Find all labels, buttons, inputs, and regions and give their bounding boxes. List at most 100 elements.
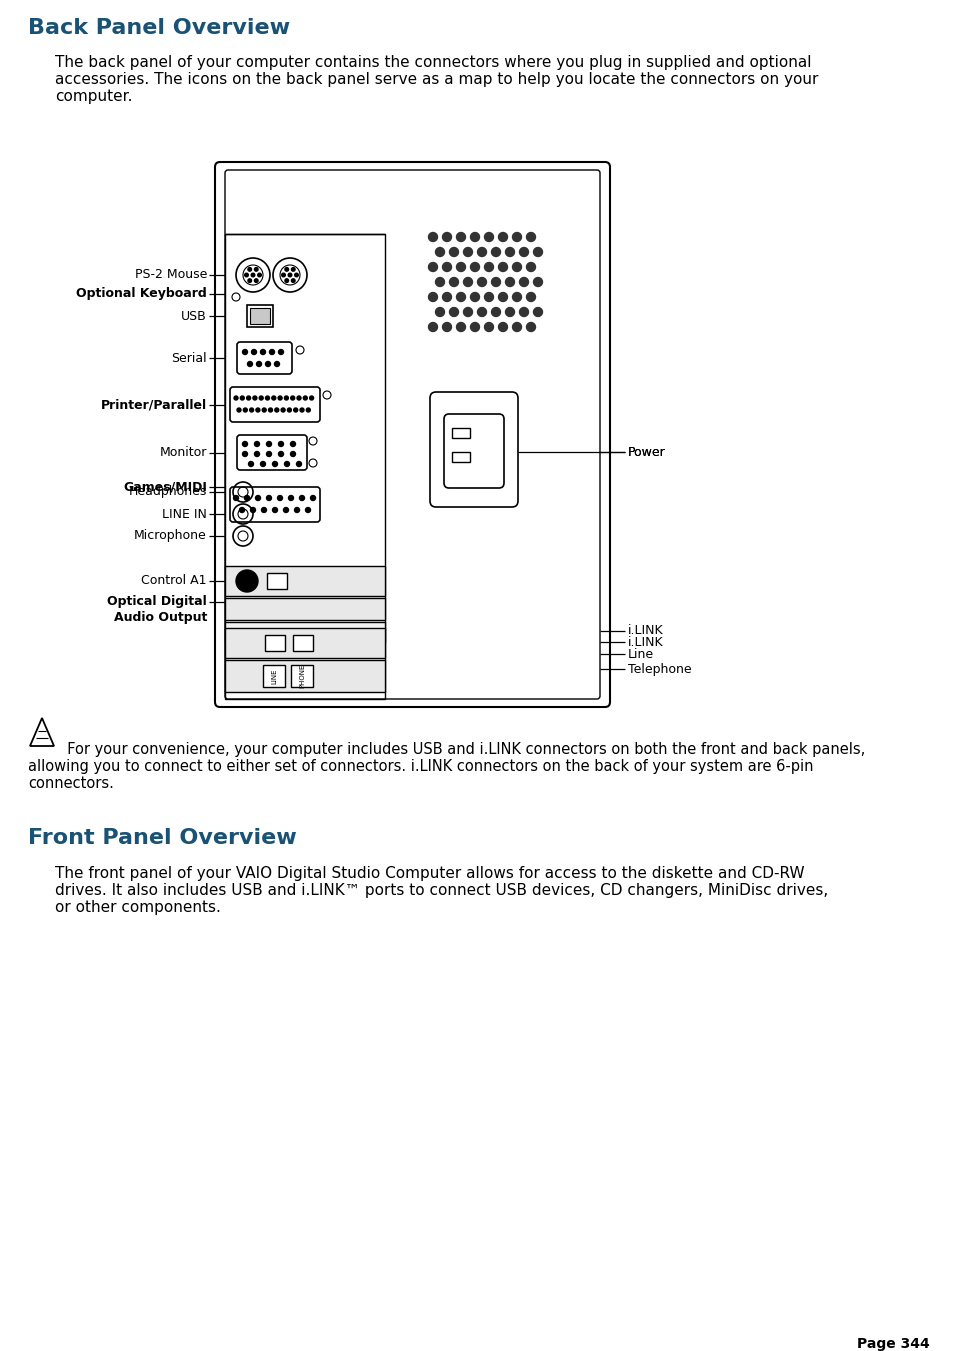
Circle shape bbox=[463, 247, 472, 257]
Circle shape bbox=[257, 273, 261, 277]
Circle shape bbox=[303, 396, 307, 400]
Circle shape bbox=[273, 508, 277, 512]
Text: accessories. The icons on the back panel serve as a map to help you locate the c: accessories. The icons on the back panel… bbox=[55, 72, 818, 86]
Circle shape bbox=[243, 408, 247, 412]
Circle shape bbox=[266, 496, 272, 500]
Bar bbox=[250, 308, 270, 324]
Circle shape bbox=[287, 408, 291, 412]
Circle shape bbox=[505, 247, 514, 257]
Bar bbox=[267, 573, 287, 589]
Circle shape bbox=[449, 277, 458, 286]
FancyBboxPatch shape bbox=[236, 342, 292, 374]
Circle shape bbox=[250, 408, 253, 412]
Circle shape bbox=[505, 308, 514, 316]
Circle shape bbox=[498, 262, 507, 272]
Circle shape bbox=[265, 362, 271, 366]
Circle shape bbox=[435, 247, 444, 257]
Bar bbox=[225, 566, 385, 596]
Circle shape bbox=[292, 278, 294, 282]
Bar bbox=[225, 598, 385, 620]
Circle shape bbox=[498, 232, 507, 242]
Circle shape bbox=[256, 362, 261, 366]
Text: Audio Output: Audio Output bbox=[113, 611, 207, 624]
Circle shape bbox=[442, 262, 451, 272]
Circle shape bbox=[233, 396, 237, 400]
Circle shape bbox=[526, 323, 535, 331]
Circle shape bbox=[442, 323, 451, 331]
Text: or other components.: or other components. bbox=[55, 900, 221, 915]
Circle shape bbox=[255, 496, 260, 500]
Circle shape bbox=[428, 323, 437, 331]
Circle shape bbox=[442, 232, 451, 242]
Text: Page 344: Page 344 bbox=[857, 1337, 929, 1351]
Bar bbox=[263, 665, 285, 688]
Text: drives. It also includes USB and i.LINK™ ports to connect USB devices, CD change: drives. It also includes USB and i.LINK™… bbox=[55, 884, 827, 898]
Text: LINE IN: LINE IN bbox=[162, 508, 207, 520]
Circle shape bbox=[456, 323, 465, 331]
Circle shape bbox=[252, 350, 256, 354]
Circle shape bbox=[470, 293, 479, 301]
Circle shape bbox=[294, 273, 298, 277]
Circle shape bbox=[299, 496, 304, 500]
Text: USB: USB bbox=[181, 309, 207, 323]
Circle shape bbox=[456, 262, 465, 272]
Text: PS-2 Mouse: PS-2 Mouse bbox=[134, 269, 207, 281]
Text: For your convenience, your computer includes USB and i.LINK connectors on both t: For your convenience, your computer incl… bbox=[58, 742, 864, 757]
FancyBboxPatch shape bbox=[230, 386, 319, 422]
Circle shape bbox=[477, 277, 486, 286]
Bar bbox=[225, 628, 385, 658]
Circle shape bbox=[456, 293, 465, 301]
Circle shape bbox=[470, 262, 479, 272]
Circle shape bbox=[281, 273, 285, 277]
Circle shape bbox=[519, 277, 528, 286]
Bar bbox=[225, 234, 385, 698]
Circle shape bbox=[505, 277, 514, 286]
Circle shape bbox=[248, 462, 253, 466]
Circle shape bbox=[491, 247, 500, 257]
Circle shape bbox=[261, 508, 266, 512]
Circle shape bbox=[268, 408, 273, 412]
Bar bbox=[293, 635, 313, 651]
Circle shape bbox=[491, 308, 500, 316]
Circle shape bbox=[449, 308, 458, 316]
Circle shape bbox=[428, 232, 437, 242]
FancyBboxPatch shape bbox=[214, 162, 609, 707]
Circle shape bbox=[470, 323, 479, 331]
Circle shape bbox=[272, 396, 275, 400]
Circle shape bbox=[449, 247, 458, 257]
Circle shape bbox=[296, 396, 301, 400]
Bar bbox=[225, 661, 385, 692]
Circle shape bbox=[266, 451, 272, 457]
Circle shape bbox=[266, 442, 272, 446]
Text: i.LINK: i.LINK bbox=[627, 635, 663, 648]
Circle shape bbox=[262, 408, 266, 412]
Circle shape bbox=[283, 508, 288, 512]
Circle shape bbox=[278, 451, 283, 457]
Circle shape bbox=[274, 362, 279, 366]
Circle shape bbox=[236, 408, 241, 412]
Circle shape bbox=[296, 462, 301, 466]
Text: Back Panel Overview: Back Panel Overview bbox=[28, 18, 290, 38]
Circle shape bbox=[294, 408, 297, 412]
Text: PHONE: PHONE bbox=[298, 663, 305, 688]
Circle shape bbox=[251, 508, 255, 512]
Circle shape bbox=[526, 262, 535, 272]
Text: Optional Keyboard: Optional Keyboard bbox=[76, 288, 207, 300]
Circle shape bbox=[269, 350, 274, 354]
Text: Line: Line bbox=[627, 647, 654, 661]
Circle shape bbox=[285, 267, 288, 272]
Circle shape bbox=[519, 247, 528, 257]
Text: Telephone: Telephone bbox=[627, 662, 691, 676]
Bar bbox=[291, 665, 313, 688]
Circle shape bbox=[533, 247, 542, 257]
Circle shape bbox=[281, 408, 285, 412]
Circle shape bbox=[244, 273, 248, 277]
Circle shape bbox=[484, 262, 493, 272]
Circle shape bbox=[278, 396, 282, 400]
Circle shape bbox=[254, 451, 259, 457]
Circle shape bbox=[255, 408, 259, 412]
Circle shape bbox=[477, 308, 486, 316]
Circle shape bbox=[477, 247, 486, 257]
Circle shape bbox=[285, 278, 288, 282]
Circle shape bbox=[456, 232, 465, 242]
